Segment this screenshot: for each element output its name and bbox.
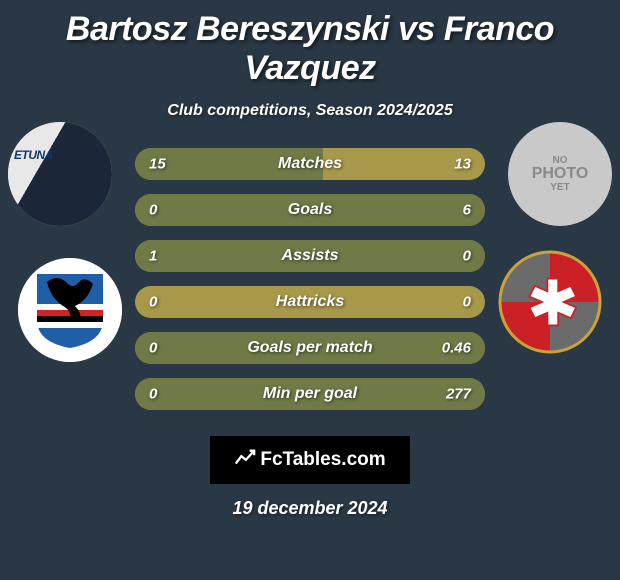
- stat-bar: Assists 1 0: [135, 240, 485, 272]
- footer-brand-text: FcTables.com: [260, 449, 385, 471]
- stat-value-right: 6: [463, 202, 471, 219]
- fc-icon: [234, 447, 256, 474]
- chart-icon: [234, 447, 256, 469]
- stat-value-left: 15: [149, 156, 166, 173]
- stat-value-left: 0: [149, 294, 157, 311]
- subtitle: Club competitions, Season 2024/2025: [0, 102, 620, 120]
- stat-bars-container: Matches1513Goals06Assists10Hattricks00Go…: [135, 148, 485, 424]
- date-text: 19 december 2024: [0, 498, 620, 519]
- stat-bar: Goals 0 6: [135, 194, 485, 226]
- stat-label: Matches: [278, 155, 342, 173]
- stat-bar: Hattricks 0 0: [135, 286, 485, 318]
- stat-value-left: 0: [149, 340, 157, 357]
- stat-bar: Min per goal 0 277: [135, 378, 485, 410]
- footer-brand-bar: FcTables.com: [210, 436, 410, 484]
- stat-value-right: 0.46: [442, 340, 471, 357]
- stat-label: Goals: [288, 201, 332, 219]
- stat-label: Goals per match: [247, 339, 372, 357]
- page-title: Bartosz Bereszynski vs Franco Vazquez: [0, 0, 620, 88]
- stat-value-right: 0: [463, 294, 471, 311]
- stat-label: Hattricks: [276, 293, 344, 311]
- stat-bar: Goals per match 0 0.46: [135, 332, 485, 364]
- stat-value-left: 1: [149, 248, 157, 265]
- stat-bar: Matches 15 13: [135, 148, 485, 180]
- stat-label: Min per goal: [263, 385, 357, 403]
- stat-value-right: 277: [446, 386, 471, 403]
- stat-label: Assists: [282, 247, 339, 265]
- stat-value-left: 0: [149, 202, 157, 219]
- stat-value-right: 13: [454, 156, 471, 173]
- stats-area: Matches1513Goals06Assists10Hattricks00Go…: [0, 148, 620, 428]
- stat-value-right: 0: [463, 248, 471, 265]
- stat-value-left: 0: [149, 386, 157, 403]
